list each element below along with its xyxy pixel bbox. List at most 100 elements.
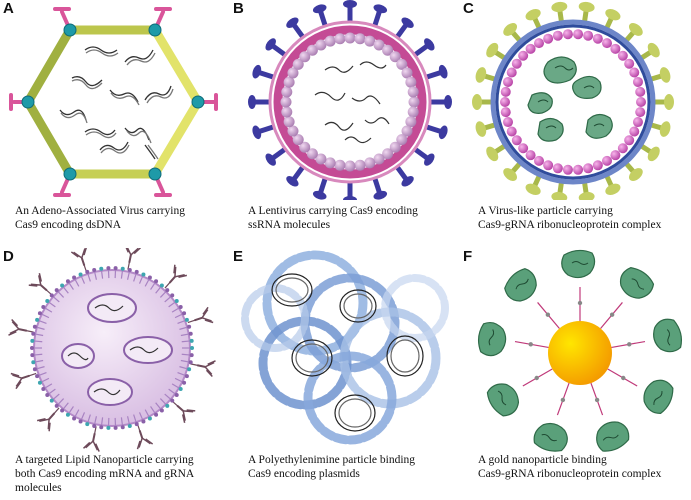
lnp-lipid-head xyxy=(85,269,90,274)
vlp-spikes xyxy=(472,1,674,200)
lentivirus-spike-head xyxy=(265,38,276,51)
vlp-grna xyxy=(537,65,605,129)
vlp-bead xyxy=(506,126,517,137)
panel-letter-f: F xyxy=(463,248,473,265)
vlp-bead xyxy=(602,155,612,166)
lentivirus-bead xyxy=(401,67,413,79)
lnp-lipid-head xyxy=(30,346,34,350)
lentivirus-bead xyxy=(299,141,311,153)
lnp-antibody xyxy=(176,404,196,424)
lnp-lipid-head xyxy=(31,360,36,365)
lentivirus-illustration xyxy=(248,0,452,200)
aav-capsid xyxy=(23,25,203,179)
lnp-lipid-head xyxy=(170,293,175,298)
lnp-lipid-head xyxy=(187,367,192,372)
vlp-bead xyxy=(632,76,643,87)
lentivirus-ssrna xyxy=(314,61,390,144)
lnp-lipid-head xyxy=(72,416,77,421)
vlp-bead xyxy=(636,97,646,107)
lnp-lipid-head xyxy=(65,412,70,417)
lnp-antibody-linker xyxy=(136,423,143,439)
panel-e-caption: A Polyethylenimine particle binding Cas9… xyxy=(248,454,416,480)
lnp-lipid-head xyxy=(41,304,46,309)
vlp-bead xyxy=(602,38,612,49)
lnp-lipid-head xyxy=(78,419,83,424)
lentivirus-spike-head xyxy=(248,95,256,109)
lnp-antibodies xyxy=(8,248,216,452)
lnp-lipid-head xyxy=(127,423,132,428)
lentivirus-bead xyxy=(280,96,292,108)
panel-d: D A targeted Lipid Nanoparticle carrying… xyxy=(0,248,230,498)
vlp-spike-head xyxy=(628,22,643,36)
vlp-bead xyxy=(583,163,594,174)
vlp-spike-head xyxy=(647,146,660,162)
vlp-spike-head xyxy=(605,9,621,21)
lnp-lipid-head xyxy=(45,393,50,398)
lnp-antibody-linker xyxy=(40,284,53,296)
panel-b: B A Lentivirus carrying Cas9 encoding ss… xyxy=(230,0,460,250)
lnp-lipid-head xyxy=(187,324,192,329)
vlp-membrane xyxy=(495,24,651,180)
lentivirus-bead xyxy=(292,58,304,70)
gold-nanoparticle xyxy=(548,321,612,385)
lentivirus-bead xyxy=(405,116,417,128)
lnp-lipid-head xyxy=(85,422,90,427)
lnp-lipid-head xyxy=(141,419,146,424)
gold-np-rnp xyxy=(477,321,507,357)
lnp-antibody-arms xyxy=(181,409,196,424)
lnp-antibody-linker xyxy=(164,276,176,289)
lnp-lipid-head xyxy=(141,272,146,277)
panel-e: E A Polyethylenimine particle binding Ca… xyxy=(230,248,460,498)
lentivirus-bead xyxy=(373,153,385,165)
lnp-antibody-linker xyxy=(190,363,206,368)
lnp-antibody xyxy=(10,372,30,390)
vlp-spike-head xyxy=(486,146,499,162)
vlp-bead xyxy=(552,30,563,41)
vlp-bead xyxy=(617,50,628,61)
lnp-illustration xyxy=(8,248,216,452)
gold-np-rnp xyxy=(504,268,537,302)
lnp-lipid-head xyxy=(37,380,42,385)
panel-letter-a: A xyxy=(3,0,14,17)
lentivirus-bead xyxy=(281,86,293,98)
vlp-bead xyxy=(635,86,646,97)
lentivirus-spike-head xyxy=(286,176,299,187)
lnp-lipid-head xyxy=(154,412,159,417)
lnp-lipid-head xyxy=(178,304,183,309)
lentivirus-spike-head xyxy=(373,190,388,200)
lentivirus-membrane xyxy=(273,25,427,179)
vlp-bead xyxy=(552,163,563,174)
gold-np-rnp xyxy=(561,249,596,279)
lentivirus-spike-head xyxy=(343,0,357,8)
lnp-antibody-arms xyxy=(70,248,88,259)
lnp-lipid-head xyxy=(113,425,118,430)
lnp-lipid-head xyxy=(72,275,77,280)
vlp-bead xyxy=(592,160,603,171)
gold-np-rnp xyxy=(653,318,683,353)
lentivirus-bead xyxy=(373,39,385,51)
lnp-lipid-head xyxy=(189,338,194,343)
vlp-spike-head xyxy=(475,67,487,83)
lnp-lipid-head xyxy=(182,380,187,385)
lnp-antibody xyxy=(82,433,100,452)
lnp-lipid-head xyxy=(32,324,37,329)
vlp-bead xyxy=(534,38,544,49)
panel-b-caption: A Lentivirus carrying Cas9 encoding ssRN… xyxy=(248,205,418,231)
lnp-lipid-head xyxy=(174,393,179,398)
lentivirus-bead xyxy=(324,35,336,47)
lentivirus-bead xyxy=(405,76,417,88)
vlp-bead xyxy=(511,135,522,146)
lnp-lipid-head xyxy=(188,331,193,336)
vlp-spike-head xyxy=(659,67,671,83)
lentivirus-bead xyxy=(315,39,327,51)
lnp-antibody-arms xyxy=(173,264,188,279)
gold-np-linker-bead xyxy=(627,342,632,347)
panel-a-caption: An Adeno-Associated Virus carrying Cas9 … xyxy=(15,205,185,231)
gold-np-rnp-body xyxy=(596,421,630,452)
lentivirus-bead xyxy=(344,32,356,44)
lentivirus-bead xyxy=(344,160,356,172)
lnp-antibody-linker xyxy=(21,372,37,379)
lnp-lipid-head xyxy=(54,288,59,293)
lentivirus-bead xyxy=(281,106,293,118)
vlp-bead xyxy=(518,143,529,154)
